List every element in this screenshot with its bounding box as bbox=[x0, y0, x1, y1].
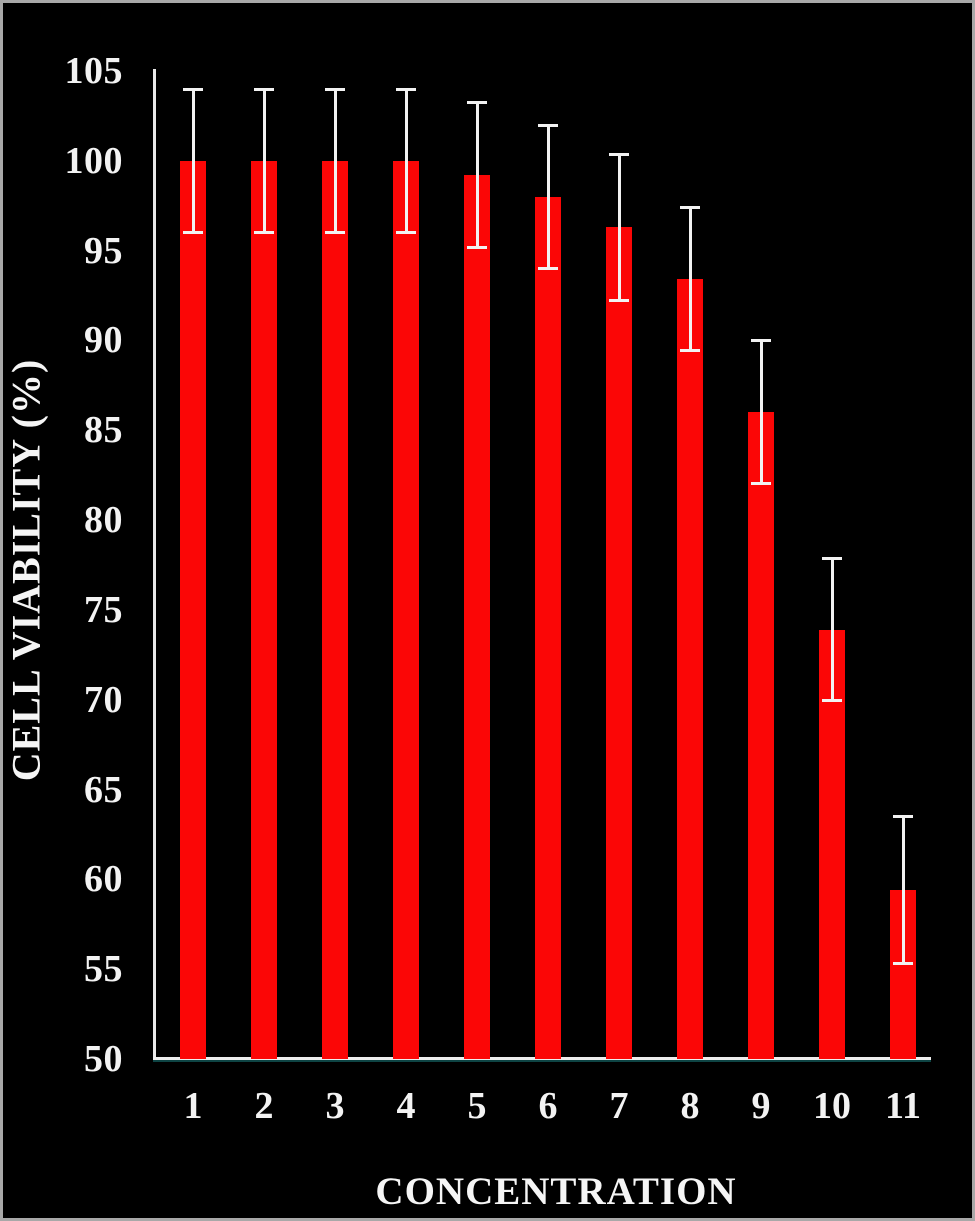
bar-6 bbox=[535, 196, 561, 1059]
error-bar-line-2 bbox=[262, 88, 266, 233]
x-tick-label-2: 2 bbox=[254, 1085, 274, 1127]
x-tick-label-9: 9 bbox=[751, 1085, 771, 1127]
error-bar-line-6 bbox=[546, 124, 550, 269]
error-bar-line-8 bbox=[688, 207, 692, 352]
error-bar-cap-bottom-8 bbox=[680, 349, 700, 353]
error-bar-cap-bottom-7 bbox=[609, 298, 629, 302]
error-bar-line-1 bbox=[191, 88, 195, 233]
error-bar-line-7 bbox=[617, 153, 621, 301]
error-bar-line-3 bbox=[333, 88, 337, 233]
y-tick-label-75: 75 bbox=[84, 588, 123, 631]
error-bar-cap-top-4 bbox=[396, 87, 416, 91]
error-bar-cap-bottom-2 bbox=[254, 230, 274, 234]
error-bar-cap-top-7 bbox=[609, 152, 629, 156]
error-bar-cap-top-9 bbox=[751, 339, 771, 343]
error-bar-cap-bottom-3 bbox=[325, 230, 345, 234]
error-bar-cap-top-5 bbox=[467, 101, 487, 105]
bar-8 bbox=[677, 279, 703, 1059]
error-bar-line-10 bbox=[830, 557, 834, 702]
y-tick-label-70: 70 bbox=[84, 678, 123, 721]
x-tick-label-7: 7 bbox=[609, 1085, 629, 1127]
error-bar-cap-top-1 bbox=[183, 87, 203, 91]
bar-9 bbox=[748, 412, 774, 1059]
y-tick-label-100: 100 bbox=[64, 139, 123, 182]
bar-4 bbox=[393, 160, 419, 1059]
error-bar-cap-bottom-10 bbox=[822, 699, 842, 703]
error-bar-line-9 bbox=[759, 340, 763, 485]
bar-5 bbox=[464, 175, 490, 1059]
x-tick-label-4: 4 bbox=[396, 1085, 416, 1127]
error-bar-line-4 bbox=[404, 88, 408, 233]
error-bar-line-11 bbox=[901, 816, 905, 964]
error-bar-cap-top-10 bbox=[822, 556, 842, 560]
y-tick-label-95: 95 bbox=[84, 229, 123, 272]
x-tick-label-1: 1 bbox=[183, 1085, 203, 1127]
error-bar-cap-bottom-4 bbox=[396, 230, 416, 234]
bar-7 bbox=[606, 227, 632, 1059]
error-bar-cap-top-3 bbox=[325, 87, 345, 91]
x-tick-label-3: 3 bbox=[325, 1085, 345, 1127]
error-bar-cap-bottom-9 bbox=[751, 482, 771, 486]
y-tick-label-60: 60 bbox=[84, 858, 123, 901]
y-tick-label-85: 85 bbox=[84, 409, 123, 452]
error-bar-cap-bottom-1 bbox=[183, 230, 203, 234]
y-tick-label-65: 65 bbox=[84, 768, 123, 811]
error-bar-cap-bottom-5 bbox=[467, 245, 487, 249]
error-bar-cap-top-6 bbox=[538, 123, 558, 127]
bar-2 bbox=[251, 160, 277, 1059]
error-bar-cap-top-8 bbox=[680, 206, 700, 210]
error-bar-line-5 bbox=[475, 102, 479, 248]
error-bar-cap-bottom-6 bbox=[538, 266, 558, 270]
x-tick-label-10: 10 bbox=[813, 1085, 851, 1127]
y-tick-label-80: 80 bbox=[84, 499, 123, 542]
error-bar-cap-bottom-11 bbox=[893, 961, 913, 965]
bar-3 bbox=[322, 160, 348, 1059]
x-tick-label-8: 8 bbox=[680, 1085, 700, 1127]
y-tick-label-55: 55 bbox=[84, 948, 123, 991]
x-axis-line bbox=[153, 1057, 931, 1062]
error-bar-cap-top-11 bbox=[893, 815, 913, 819]
y-tick-label-50: 50 bbox=[84, 1038, 123, 1080]
error-bar-cap-top-2 bbox=[254, 87, 274, 91]
x-tick-label-11: 11 bbox=[885, 1085, 921, 1127]
x-tick-label-5: 5 bbox=[467, 1085, 487, 1127]
bar-1 bbox=[180, 160, 206, 1059]
x-axis-title: CONCENTRATION bbox=[375, 1170, 737, 1213]
y-axis-line bbox=[153, 69, 156, 1060]
y-tick-label-90: 90 bbox=[84, 319, 123, 362]
y-tick-label-105: 105 bbox=[64, 49, 123, 92]
x-tick-label-6: 6 bbox=[538, 1085, 558, 1127]
